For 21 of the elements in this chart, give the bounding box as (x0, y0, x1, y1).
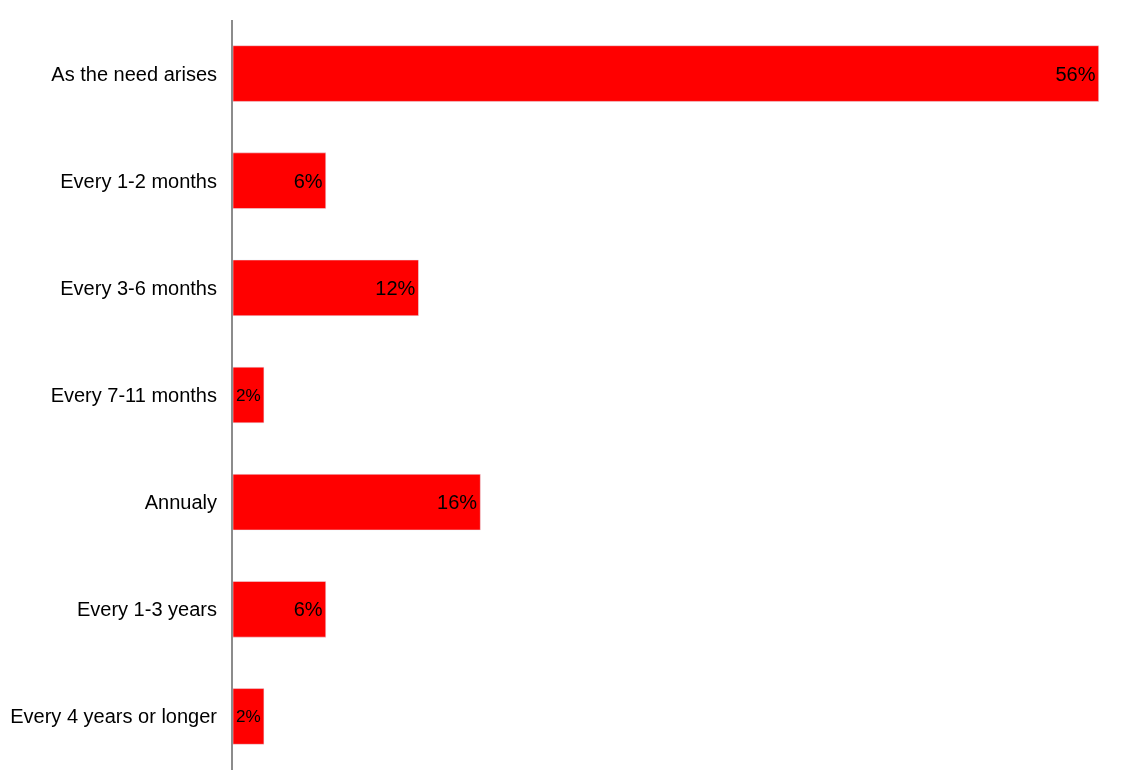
bar (233, 152, 326, 209)
y-tick-label: Every 1-2 months (60, 169, 217, 192)
bar (233, 259, 419, 316)
data-label: 6% (293, 169, 323, 192)
data-label: 56% (1055, 62, 1096, 85)
bar (233, 688, 265, 745)
data-label: 16% (437, 491, 478, 514)
data-label: 12% (375, 276, 416, 299)
y-tick-label: Annualy (144, 491, 217, 514)
y-tick-label: Every 1-3 years (76, 598, 217, 621)
bar (233, 45, 1099, 102)
y-tick-label: Every 3-6 months (60, 276, 217, 299)
bar (233, 366, 265, 424)
bar (233, 474, 481, 531)
y-tick-label: As the need arises (51, 62, 217, 85)
data-label: 2% (236, 707, 261, 727)
data-label: 2% (236, 385, 261, 405)
y-tick-label: Every 7-11 months (50, 384, 217, 406)
y-tick-label: Every 4 years or longer (10, 705, 218, 728)
bar (233, 581, 326, 638)
data-label: 6% (293, 598, 323, 621)
